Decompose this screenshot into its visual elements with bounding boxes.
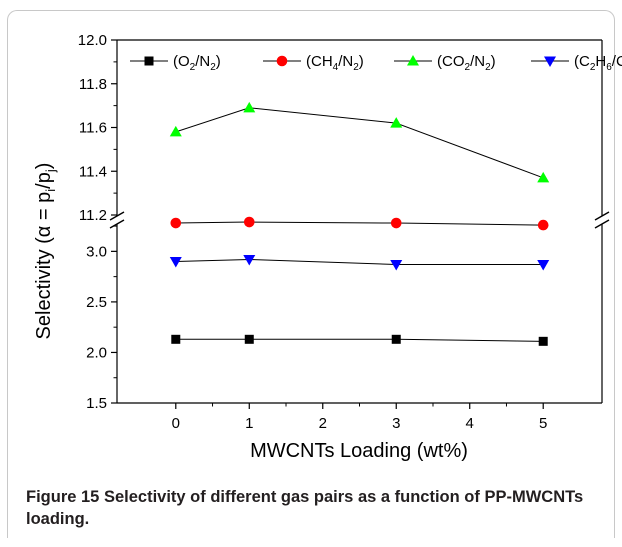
caption-label: Figure 15 xyxy=(26,488,100,506)
selectivity-chart: 0 1 2 3 4 5 1.5 2.0 2.5 3.0 11.2 11.4 11.6 11.8 12.0 (… xyxy=(33,32,622,462)
x-tick-label: 4 xyxy=(466,415,474,432)
legend-label-part: /N xyxy=(470,53,485,70)
data-point xyxy=(169,125,182,137)
legend-label-part: (C xyxy=(574,53,590,70)
legend-label-subscript: 2 xyxy=(190,62,196,73)
data-point xyxy=(170,217,182,229)
x-axis-title: MWCNTs Loading (wt%) xyxy=(250,440,468,462)
data-point xyxy=(169,256,182,268)
legend-label: (CH4/N2) xyxy=(306,53,364,73)
x-tick-label: 2 xyxy=(319,415,327,432)
legend-marker xyxy=(407,55,419,66)
legend-label-subscript: 2 xyxy=(353,62,359,73)
legend-label-part: (CH xyxy=(306,53,333,70)
legend-marker xyxy=(544,56,556,67)
series-line xyxy=(175,338,544,342)
data-point xyxy=(390,260,403,271)
legend-label-subscript: 2 xyxy=(485,62,491,73)
y-tick-label: 2.0 xyxy=(86,344,107,361)
figure-caption: Figure 15 Selectivity of different gas p… xyxy=(26,486,601,530)
legend-label-part: ) xyxy=(216,53,221,70)
legend-label-subscript: 4 xyxy=(333,62,339,73)
legend-label: (C2H6/CH4) xyxy=(574,53,622,73)
x-tick-label: 5 xyxy=(539,415,547,432)
legend-label-part: (CO xyxy=(437,53,465,70)
x-tick-label: 0 xyxy=(172,415,180,432)
figure-frame xyxy=(7,10,615,538)
series-line xyxy=(175,107,544,179)
y-tick-label: 11.2 xyxy=(79,207,107,224)
legend-label-part: /N xyxy=(338,53,353,70)
data-point xyxy=(537,219,549,231)
data-point xyxy=(244,334,254,344)
legend-entry: (CO2/N2) xyxy=(394,53,496,73)
data-point xyxy=(390,117,403,128)
data-point xyxy=(243,101,256,113)
data-point xyxy=(243,216,255,228)
data-point xyxy=(538,336,548,346)
y-tick-label: 11.6 xyxy=(79,120,107,137)
data-point xyxy=(391,334,401,344)
y-axis-title-sub-i: i xyxy=(43,189,58,192)
y-axis-title: Selectivity (α = pi/pj) xyxy=(33,163,58,340)
y-tick-label: 3.0 xyxy=(86,243,107,260)
legend-label: (O2/N2) xyxy=(173,53,221,73)
x-tick-label: 3 xyxy=(392,415,400,432)
legend-label-part: ) xyxy=(359,53,364,70)
legend-label-part: H xyxy=(595,53,606,70)
chart-axes: 0 1 2 3 4 5 1.5 2.0 2.5 3.0 11.2 11.4 11.6 11.8 12.0 xyxy=(78,32,610,432)
y-tick-label: 1.5 xyxy=(86,395,107,412)
legend-label-subscript: 2 xyxy=(465,62,471,73)
y-axis-title-main: Selectivity ( xyxy=(33,237,55,340)
series-line xyxy=(175,221,544,226)
data-point xyxy=(171,334,181,344)
data-point xyxy=(537,171,550,183)
axis-break-mark-right-2 xyxy=(594,219,610,229)
series-group xyxy=(171,334,548,346)
legend-label-part: /CH xyxy=(612,53,622,70)
legend-label-subscript: 2 xyxy=(210,62,216,73)
y-axis-title-greek: α = p xyxy=(33,192,55,237)
y-tick-label: 2.5 xyxy=(86,294,107,311)
legend-label-part: (O xyxy=(173,53,190,70)
axis-break-mark-right-1 xyxy=(594,211,610,221)
y-tick-label: 11.8 xyxy=(79,76,107,93)
y-axis-title-slash: /p xyxy=(33,172,55,189)
caption-text: Selectivity of different gas pairs as a … xyxy=(26,488,584,528)
data-point xyxy=(390,217,402,229)
x-tick-label: 1 xyxy=(245,415,253,432)
chart-legend: (O2/N2)(CH4/N2)(CO2/N2)(C2H6/CH4) xyxy=(130,53,622,73)
y-axis-title-close: ) xyxy=(33,163,55,170)
legend-label: (CO2/N2) xyxy=(437,53,496,73)
legend-entry: (C2H6/CH4) xyxy=(531,53,622,73)
legend-label-part: ) xyxy=(491,53,496,70)
chart-series xyxy=(169,101,550,346)
data-point xyxy=(243,254,256,266)
y-tick-label: 12.0 xyxy=(78,32,107,49)
legend-entry: (CH4/N2) xyxy=(263,53,364,73)
y-axis-title-sub-j: j xyxy=(43,169,58,173)
series-group xyxy=(169,101,550,183)
legend-label-part: /N xyxy=(195,53,210,70)
legend-marker xyxy=(276,55,288,67)
legend-label-subscript: 2 xyxy=(590,62,596,73)
y-tick-label: 11.4 xyxy=(79,163,107,180)
series-group xyxy=(169,254,550,271)
legend-entry: (O2/N2) xyxy=(130,53,221,73)
series-group xyxy=(170,216,549,231)
series-line xyxy=(175,258,544,266)
axis-break-mark-left-2 xyxy=(109,219,125,229)
legend-marker xyxy=(144,56,154,66)
legend-label-subscript: 6 xyxy=(606,62,612,73)
axis-break-mark-left-1 xyxy=(109,211,125,221)
data-point xyxy=(537,260,550,271)
